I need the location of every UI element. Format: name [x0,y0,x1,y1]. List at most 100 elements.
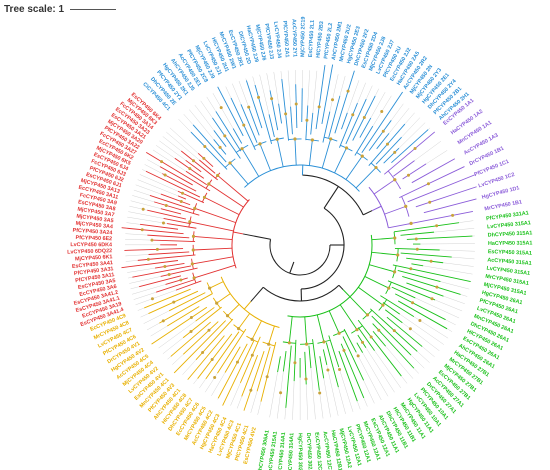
node-marker [236,326,241,331]
leaf-branch [121,260,179,269]
node-marker [430,297,434,301]
guide-line [439,249,475,252]
leaf-label: AcCYP450 315A1 [487,257,532,267]
leaf-branch [147,209,187,220]
node-marker [293,137,297,141]
leaf-label: AcCYP450 2Y1 [291,19,298,57]
guide-line [132,195,155,203]
node-marker [279,391,283,395]
guide-line [415,297,460,319]
internal-branch [355,167,377,189]
guide-line [189,109,214,140]
node-marker [161,221,165,225]
leaf-branch [163,218,192,225]
internal-branch [251,320,262,340]
node-marker [435,285,439,289]
node-marker [344,146,349,150]
guide-line [284,407,287,420]
node-marker [249,388,253,392]
guide-line [217,398,219,400]
leaf-branch [156,279,195,293]
node-marker [318,391,322,395]
node-marker [179,200,183,204]
leaf-label: LvCYP450 315A1 [487,220,531,230]
node-marker [377,328,381,332]
leaf-branch [232,128,243,144]
internal-branch [227,304,240,317]
node-marker [140,228,144,232]
leaf-branch [173,320,226,374]
guide-line [425,150,448,165]
guide-line [129,276,161,284]
node-marker [179,278,183,282]
guide-line [200,100,213,118]
node-marker [191,234,196,238]
leaf-branch [376,133,390,150]
leaf-branch [277,356,281,373]
node-marker [189,316,193,320]
tree-branches [121,64,477,411]
guide-line [162,337,184,354]
leaf-branch [375,136,402,165]
leaf-branch [328,95,341,138]
node-marker [408,327,412,331]
node-marker [369,335,373,339]
leaf-branch [322,349,328,365]
guide-line [135,289,177,306]
guide-line [365,347,395,393]
internal-branch [369,264,395,273]
guide-line [133,189,151,196]
tree-backbone [242,174,373,302]
leaf-branch [159,293,213,324]
guide-line [128,277,133,279]
guide-line [339,75,346,96]
leaf-branch [334,70,355,134]
clade-stem [243,301,252,310]
guide-line [238,80,250,109]
guide-line [193,378,198,384]
leaf-branch [383,131,436,175]
internal-branch [321,138,332,169]
guide-line [127,216,168,224]
leaf-branch [310,112,314,135]
internal-branch [217,175,249,202]
leaf-label: LvCYP450 315A1 [486,266,530,277]
node-marker [365,313,370,317]
guide-line [363,380,375,404]
guide-line [460,294,468,297]
leaf-branch [180,150,218,181]
backbone-arc [262,284,340,302]
node-marker [235,360,239,364]
leaf-branch [400,231,435,236]
backbone-branch [289,261,295,274]
guide-line [329,74,339,112]
guide-line [143,310,170,324]
internal-branch [209,281,224,289]
node-marker [181,191,185,195]
guide-line [137,307,145,311]
leaf-branch [402,163,427,180]
guide-line [125,254,149,257]
node-marker [294,102,298,106]
node-marker [250,337,254,341]
leaf-branch [387,280,436,301]
leaf-branch [371,315,412,356]
node-marker [361,340,365,344]
backbone-arc [269,239,331,276]
guide-line [250,391,258,413]
leaf-branch [342,336,364,381]
guide-line [374,350,402,389]
guide-line [236,396,242,409]
leaf-label: PfCYP450 6E2 [75,235,112,242]
node-marker [396,253,400,257]
leaf-branch [147,234,190,239]
leaf-label: AhCYP450 315A1 [267,431,279,470]
node-marker [210,358,214,362]
leaf-branch [217,343,248,399]
leaf-branch [144,288,191,309]
internal-branch [316,314,325,343]
guide-line [391,103,404,121]
leaf-branch [293,339,297,382]
node-marker [409,221,413,226]
leaf-branch [328,335,340,368]
